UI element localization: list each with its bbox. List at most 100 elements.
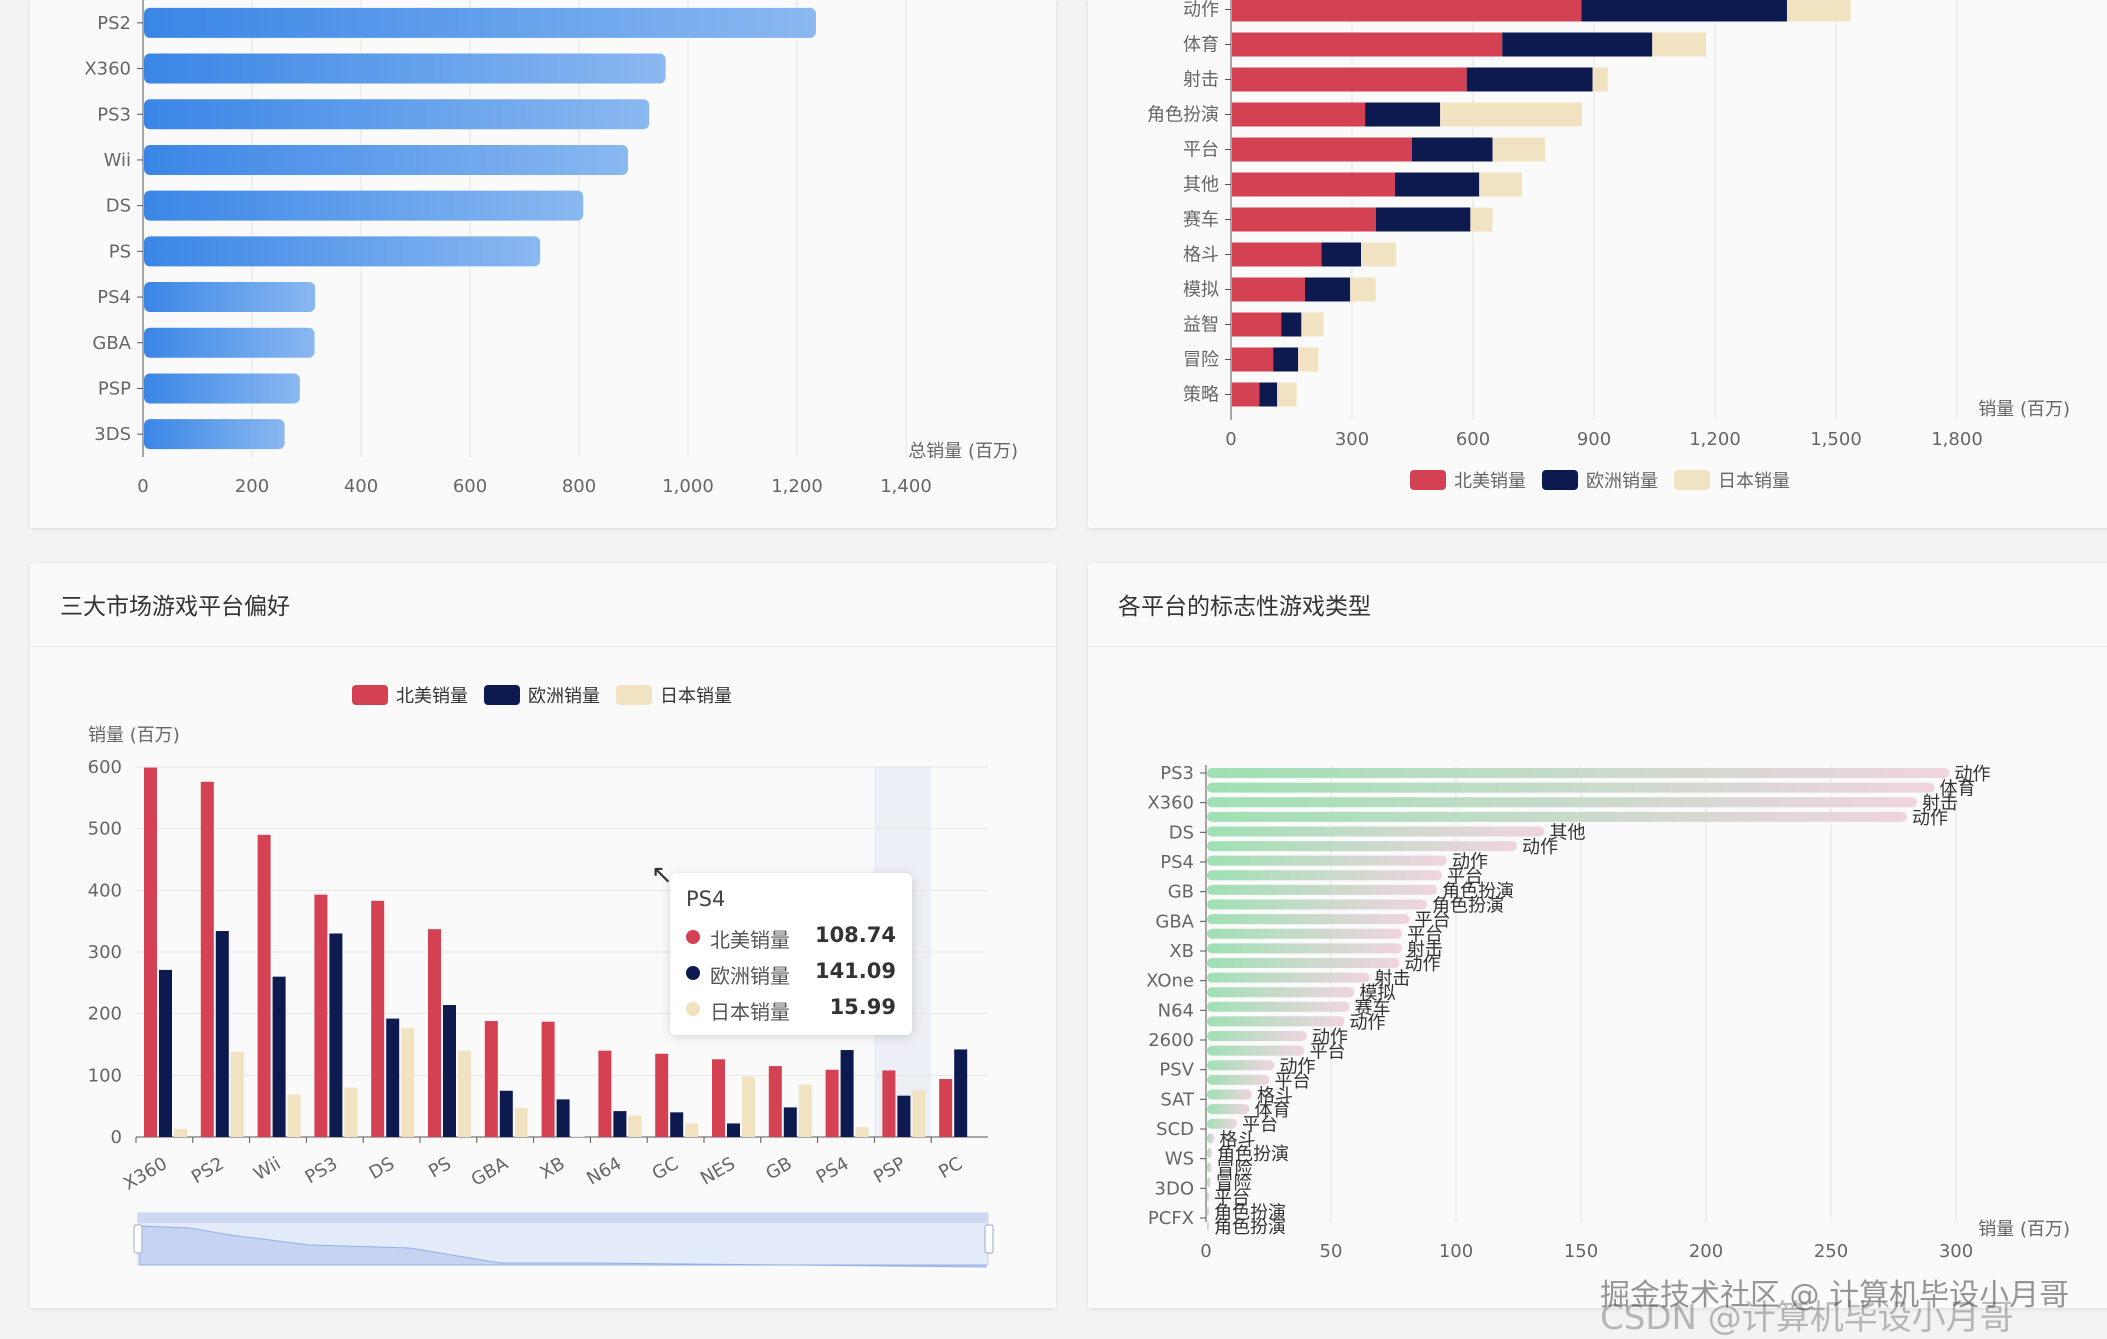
bar <box>798 1084 812 1137</box>
tooltip-series-value: 15.99 <box>829 995 896 1019</box>
bar <box>742 1076 755 1137</box>
y-tick-label: PS <box>109 241 131 262</box>
y-tick-label: 200 <box>88 1004 122 1025</box>
legend-swatch <box>616 685 652 705</box>
x-tick-label: 0 <box>1200 1241 1211 1262</box>
bar-label: 其他 <box>1550 822 1586 843</box>
bar-segment <box>1581 0 1787 22</box>
bar <box>655 1053 669 1137</box>
y-tick-label: DS <box>1169 822 1194 843</box>
legend-label: 欧洲销量 <box>528 686 600 707</box>
y-tick-label: PS2 <box>97 13 131 34</box>
bar <box>685 1123 699 1137</box>
bar <box>144 236 541 267</box>
y-tick-label: GBA <box>1155 911 1194 932</box>
zoom-handle-right <box>984 1224 994 1254</box>
bar <box>613 1111 627 1137</box>
chart-tooltip: PS4 北美销量 108.74 欧洲销量 141.09 日本销量 15.99 <box>670 873 912 1035</box>
bar <box>556 1099 570 1137</box>
bar <box>1207 841 1517 852</box>
bar-label: 平台 <box>1242 1115 1278 1136</box>
bar-segment <box>1652 32 1706 57</box>
bar-segment <box>1298 347 1319 372</box>
bar <box>1207 768 1950 778</box>
bar <box>1207 1089 1252 1100</box>
bar-segment <box>1232 347 1274 372</box>
bar-segment <box>1394 172 1480 197</box>
y-tick-label: 400 <box>88 880 122 901</box>
y-tick-label: X360 <box>84 59 131 80</box>
x-tick-label: 300 <box>1939 1241 1973 1262</box>
bar-label: 动作 <box>1405 954 1441 975</box>
bar <box>144 282 316 313</box>
x-tick-label: 800 <box>562 476 596 497</box>
legend-swatch <box>1674 470 1710 490</box>
bar-label: 格斗 <box>1220 1129 1256 1150</box>
bar <box>783 1107 797 1137</box>
y-tick-label: WS <box>1165 1149 1194 1170</box>
y-tick-label: 策略 <box>1183 385 1219 406</box>
bar-segment <box>1466 67 1593 92</box>
bar <box>1207 811 1907 822</box>
watermark: 掘金技术社区 @ 计算机毕设小月哥 <box>1600 1270 2069 1314</box>
bar-segment <box>1277 382 1297 407</box>
bar-label: 动作 <box>1452 852 1488 873</box>
y-tick-label: N64 <box>1158 1000 1194 1021</box>
legend-swatch <box>1410 470 1446 490</box>
bar <box>144 327 315 358</box>
platform-total-panel: 0 200 400 600 800 1,000 1,200 1,400 PS2 X360 PS3 Wi… <box>30 0 1056 528</box>
tooltip-row-jp: 日本销量 15.99 <box>686 994 896 1024</box>
bar <box>144 419 285 450</box>
y-tick-label: 600 <box>88 757 122 778</box>
x-tick-label: 600 <box>453 476 487 497</box>
bar <box>670 1112 684 1137</box>
bar <box>897 1095 911 1137</box>
bar <box>344 1087 358 1137</box>
x-axis-title: 销量 (百万) <box>1978 399 2070 420</box>
x-tick-label: PC <box>935 1153 966 1183</box>
bar <box>712 1059 725 1137</box>
y-tick-label: X360 <box>1147 793 1194 814</box>
bar-segment <box>1305 277 1351 302</box>
jp-dot-icon <box>686 1002 700 1016</box>
bar-label: 冒险 <box>1217 1159 1253 1180</box>
bar <box>1207 826 1545 837</box>
bar <box>882 1070 896 1137</box>
bar-segment <box>1470 207 1493 232</box>
bar <box>939 1079 953 1137</box>
tooltip-series-name: 北美销量 <box>710 928 790 952</box>
y-tick-label: 冒险 <box>1183 350 1219 371</box>
y-tick-label: SAT <box>1160 1089 1195 1110</box>
x-tick-label: 150 <box>1564 1241 1598 1262</box>
bar <box>200 781 214 1137</box>
bar-segment <box>1232 172 1395 197</box>
x-tick-label: GB <box>762 1153 795 1184</box>
platform-signature-panel: 各平台的标志性游戏类型 0 50 100 150 200 250 300 动作 体育 射击 动作 其他… <box>1088 563 2107 1308</box>
bar <box>144 144 628 175</box>
x-tick-label: 900 <box>1577 429 1611 450</box>
bar-label: 射击 <box>1375 969 1411 990</box>
bar-segment <box>1592 67 1608 92</box>
legend-label: 北美销量 <box>1454 471 1526 492</box>
bar <box>1207 1177 1211 1188</box>
bar-label: 平台 <box>1447 866 1483 887</box>
na-dot-icon <box>686 930 700 944</box>
bar <box>1207 957 1400 968</box>
x-tick-label: 0 <box>1225 429 1236 450</box>
bar-label: 格斗 <box>1257 1085 1293 1106</box>
y-tick-label: 300 <box>88 942 122 963</box>
tooltip-series-name: 日本销量 <box>710 1000 790 1024</box>
legend-label: 日本销量 <box>660 686 732 707</box>
bar-label: 动作 <box>1312 1027 1348 1048</box>
bar <box>144 373 300 404</box>
bar-segment <box>1375 207 1471 232</box>
x-tick-label: 1,200 <box>1689 429 1741 450</box>
bar-label: 角色扮演 <box>1217 1144 1289 1165</box>
bar <box>1207 1016 1345 1027</box>
bar <box>499 1090 513 1137</box>
bar-label: 角色扮演 <box>1214 1217 1286 1238</box>
tooltip-series-name: 欧洲销量 <box>710 964 790 988</box>
bar-label: 角色扮演 <box>1214 1202 1286 1223</box>
x-tick-label: 200 <box>235 476 269 497</box>
